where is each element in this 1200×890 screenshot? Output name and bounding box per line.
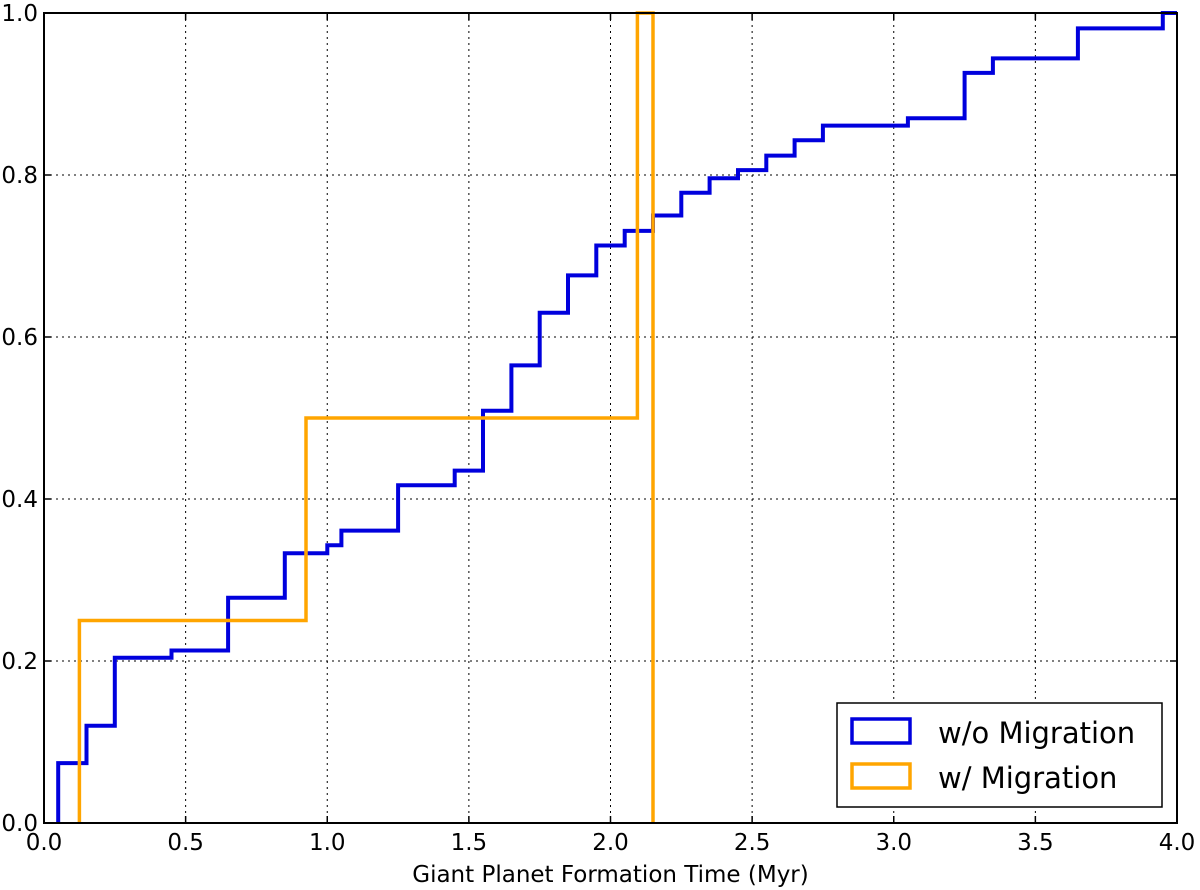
- series-line-without-migration: [56, 11, 1177, 823]
- series-layer: [56, 11, 1177, 823]
- y-tick-label: 0.6: [1, 325, 38, 351]
- x-tick-label: 1.0: [309, 830, 346, 856]
- x-tick-label: 1.5: [451, 830, 488, 856]
- x-tick-label: 2.5: [734, 830, 771, 856]
- y-tick-label: 0.2: [1, 649, 38, 675]
- legend-label-without-migration: w/o Migration: [938, 716, 1135, 750]
- axis-ticks: 0.0 0.5 1.0 1.5 2.0 2.5 3.0 3.5 4.0 0.0 0.2 0.4 0.6 0…: [1, 1, 1195, 856]
- x-axis-label: Giant Planet Formation Time (Myr): [412, 862, 808, 888]
- series-line-with-migration: [77, 11, 655, 823]
- x-tick-label: 0.5: [167, 830, 204, 856]
- x-tick-label: 0.0: [26, 830, 63, 856]
- legend-label-with-migration: w/ Migration: [938, 761, 1117, 795]
- x-tick-label: 3.0: [875, 830, 912, 856]
- legend-swatch-with-migration: [850, 762, 912, 790]
- y-tick-label: 0.4: [1, 487, 38, 513]
- legend-swatch-without-migration: [850, 717, 912, 745]
- legend: w/o Migration w/ Migration: [836, 702, 1163, 808]
- y-tick-label: 0.8: [1, 163, 38, 189]
- x-tick-label: 3.5: [1017, 830, 1054, 856]
- x-tick-label: 4.0: [1159, 830, 1196, 856]
- y-tick-label: 0.0: [1, 811, 38, 837]
- x-tick-label: 2.0: [592, 830, 629, 856]
- y-tick-label: 1.0: [1, 1, 38, 27]
